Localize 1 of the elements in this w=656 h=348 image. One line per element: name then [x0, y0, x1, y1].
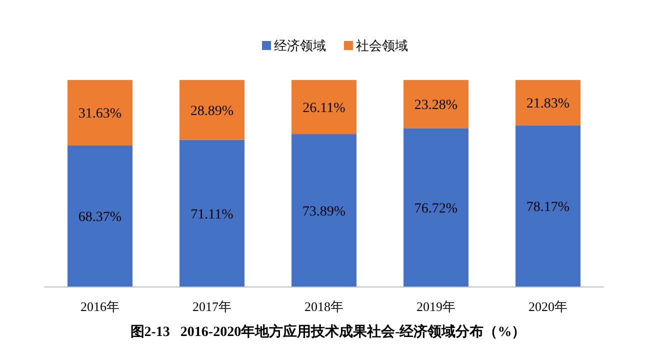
title: 图2-13 2016-2020年地方应用技术成果社会-经济领域分布（%） — [130, 325, 526, 340]
